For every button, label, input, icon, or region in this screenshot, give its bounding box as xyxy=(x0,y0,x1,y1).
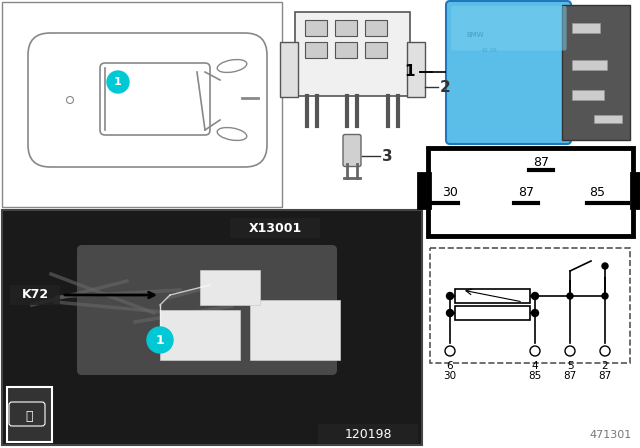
Text: 87: 87 xyxy=(518,186,534,199)
Bar xyxy=(572,60,607,70)
Bar xyxy=(428,148,633,236)
Text: 30: 30 xyxy=(444,371,456,381)
Bar xyxy=(7,387,52,442)
Bar xyxy=(455,306,530,320)
Text: 120198: 120198 xyxy=(344,427,392,440)
Text: 87: 87 xyxy=(532,155,548,168)
Circle shape xyxy=(530,346,540,356)
FancyBboxPatch shape xyxy=(9,402,45,426)
Text: 🔑: 🔑 xyxy=(25,410,33,423)
Text: 6: 6 xyxy=(447,361,453,371)
FancyBboxPatch shape xyxy=(446,1,571,144)
Bar xyxy=(455,289,530,303)
Bar xyxy=(430,248,630,363)
Bar xyxy=(572,23,600,33)
Bar xyxy=(365,20,387,36)
Ellipse shape xyxy=(217,60,247,73)
Bar xyxy=(250,300,340,360)
Bar xyxy=(418,173,430,208)
Circle shape xyxy=(445,346,455,356)
FancyBboxPatch shape xyxy=(343,134,361,167)
Bar xyxy=(10,285,60,305)
Circle shape xyxy=(531,310,538,316)
FancyBboxPatch shape xyxy=(77,245,337,375)
Text: 2: 2 xyxy=(440,79,451,95)
Text: 5: 5 xyxy=(566,361,573,371)
Ellipse shape xyxy=(217,128,247,141)
FancyBboxPatch shape xyxy=(451,6,566,51)
Text: 61.36: 61.36 xyxy=(482,47,498,52)
Bar xyxy=(572,90,604,100)
Bar xyxy=(295,12,410,96)
Text: 1: 1 xyxy=(156,333,164,346)
Circle shape xyxy=(147,327,173,353)
Circle shape xyxy=(531,293,538,300)
Text: 3: 3 xyxy=(382,149,392,164)
Bar xyxy=(335,42,357,58)
Text: X13001: X13001 xyxy=(248,221,301,234)
Text: 85: 85 xyxy=(589,186,605,199)
Circle shape xyxy=(107,71,129,93)
Bar xyxy=(2,2,282,207)
Bar xyxy=(280,42,298,97)
Bar xyxy=(305,42,327,58)
Text: 85: 85 xyxy=(529,371,541,381)
Text: 471301: 471301 xyxy=(589,430,632,440)
Circle shape xyxy=(602,293,608,299)
Bar xyxy=(407,42,425,97)
Circle shape xyxy=(600,346,610,356)
Bar xyxy=(200,270,260,305)
Text: 2: 2 xyxy=(602,361,608,371)
Circle shape xyxy=(447,293,454,300)
Bar xyxy=(230,218,320,238)
Circle shape xyxy=(67,96,74,103)
Bar xyxy=(594,115,622,123)
Bar xyxy=(318,424,418,444)
Bar xyxy=(365,42,387,58)
Text: 30: 30 xyxy=(442,186,458,199)
Text: 87: 87 xyxy=(598,371,612,381)
Text: K72: K72 xyxy=(21,289,49,302)
Text: BMW: BMW xyxy=(466,32,484,38)
Text: 1: 1 xyxy=(114,77,122,87)
FancyBboxPatch shape xyxy=(28,33,267,167)
Bar xyxy=(160,310,240,360)
FancyBboxPatch shape xyxy=(100,63,210,135)
Circle shape xyxy=(602,263,608,269)
Text: 1: 1 xyxy=(404,65,415,79)
Circle shape xyxy=(567,293,573,299)
Bar xyxy=(562,5,630,140)
Text: 4: 4 xyxy=(532,361,538,371)
Bar xyxy=(631,173,640,208)
Circle shape xyxy=(565,346,575,356)
Bar xyxy=(335,20,357,36)
Circle shape xyxy=(447,310,454,316)
Bar xyxy=(305,20,327,36)
Text: 87: 87 xyxy=(563,371,577,381)
Bar xyxy=(2,210,422,445)
